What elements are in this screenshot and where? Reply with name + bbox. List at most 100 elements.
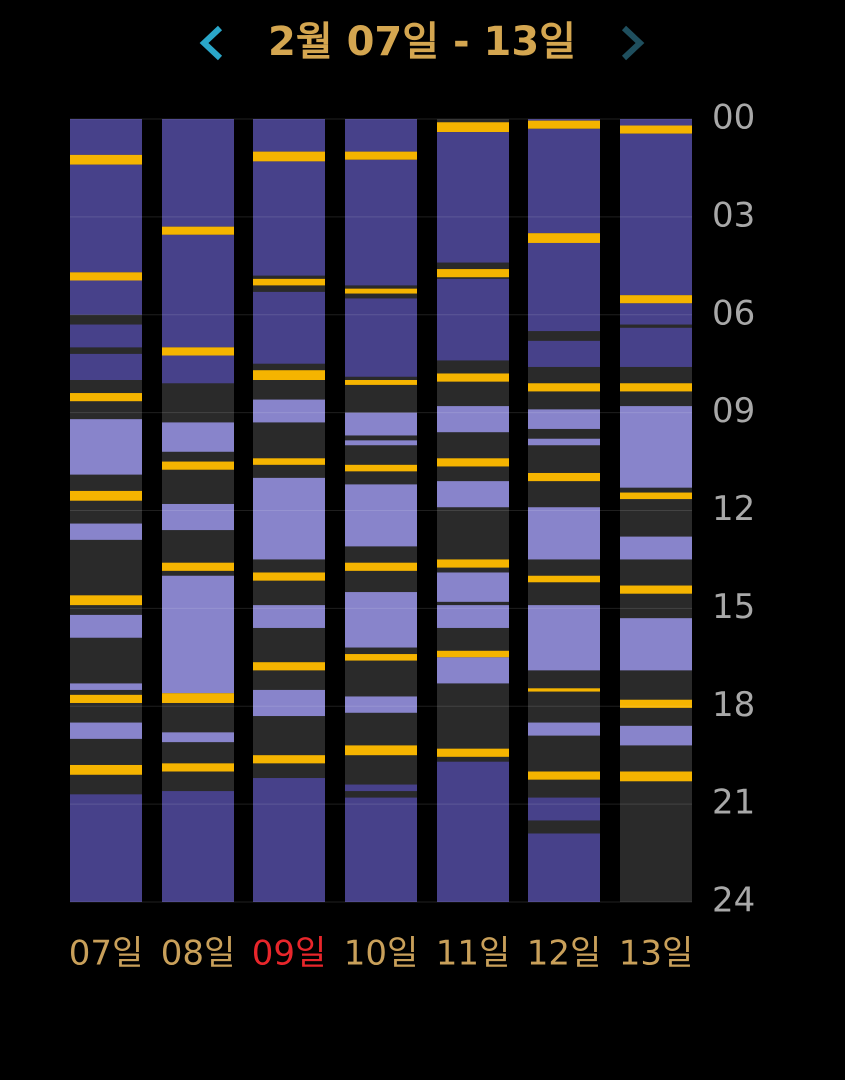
segment — [162, 347, 234, 356]
segment — [620, 303, 692, 325]
segment — [162, 732, 234, 743]
segment — [70, 794, 142, 902]
segment — [528, 242, 600, 332]
segment — [528, 575, 600, 583]
segment — [162, 791, 234, 902]
segment — [528, 688, 600, 692]
segment — [528, 797, 600, 821]
segment — [345, 696, 417, 713]
segment — [437, 458, 509, 467]
segment — [437, 559, 509, 568]
segment — [162, 461, 234, 470]
segment — [528, 605, 600, 671]
y-tick-label: 09 — [712, 391, 755, 431]
segment — [253, 119, 325, 152]
segment — [253, 572, 325, 581]
segment — [620, 327, 692, 367]
segment — [345, 464, 417, 472]
segment — [70, 683, 142, 690]
segment — [253, 399, 325, 423]
segment — [162, 693, 234, 703]
segment — [345, 484, 417, 547]
segment — [345, 288, 417, 294]
x-tick-label: 09일 — [252, 934, 327, 974]
segment — [620, 295, 692, 304]
y-tick-label: 15 — [712, 587, 755, 627]
segment — [345, 412, 417, 436]
segment — [162, 562, 234, 571]
segment — [345, 784, 417, 792]
segment — [620, 771, 692, 782]
y-tick-label: 06 — [712, 293, 755, 333]
next-week-button[interactable] — [621, 25, 645, 61]
segment — [620, 536, 692, 560]
segment — [437, 406, 509, 433]
segment — [528, 120, 600, 129]
segment — [162, 234, 234, 348]
segment — [70, 353, 142, 380]
segment — [437, 761, 509, 902]
segment — [162, 422, 234, 452]
segment — [253, 370, 325, 380]
segment — [70, 694, 142, 703]
x-tick-label: 11일 — [436, 934, 511, 974]
segment — [345, 562, 417, 571]
segment — [70, 272, 142, 281]
segment — [528, 833, 600, 902]
segment — [162, 575, 234, 694]
segment — [70, 419, 142, 475]
segment — [162, 226, 234, 235]
x-tick-label: 12일 — [527, 934, 602, 974]
segment — [620, 585, 692, 594]
segment — [70, 164, 142, 273]
segment — [528, 340, 600, 367]
segment — [253, 291, 325, 364]
segment — [70, 324, 142, 348]
segment — [70, 393, 142, 402]
y-tick-label: 00 — [712, 98, 755, 138]
segment — [70, 614, 142, 638]
segment — [253, 662, 325, 671]
x-tick-label: 10일 — [344, 934, 419, 974]
segment — [70, 764, 142, 775]
segment — [437, 650, 509, 658]
segment — [437, 572, 509, 602]
segment — [253, 161, 325, 276]
segment — [528, 507, 600, 560]
segment — [437, 269, 509, 278]
segment — [620, 699, 692, 708]
segment — [620, 383, 692, 392]
segment — [253, 755, 325, 764]
segment — [253, 151, 325, 162]
segment — [437, 278, 509, 361]
segment — [253, 605, 325, 628]
segment — [528, 409, 600, 429]
segment — [620, 125, 692, 134]
segment — [253, 477, 325, 560]
segment — [437, 132, 509, 263]
y-tick-label: 21 — [712, 783, 755, 823]
segment — [437, 605, 509, 628]
chart-title: 2월 07일 - 13일 — [268, 19, 576, 65]
segment — [345, 380, 417, 385]
segment — [528, 438, 600, 446]
y-tick-label: 12 — [712, 489, 755, 529]
segment — [528, 233, 600, 243]
segment — [70, 280, 142, 315]
segment — [620, 492, 692, 500]
segment — [528, 383, 600, 392]
segment — [437, 748, 509, 757]
segment — [345, 654, 417, 661]
segment — [620, 618, 692, 671]
segment — [620, 119, 692, 126]
segment — [253, 458, 325, 465]
prev-week-button[interactable] — [199, 25, 223, 61]
segment — [620, 725, 692, 746]
segment — [345, 298, 417, 377]
segment — [437, 481, 509, 508]
segment — [162, 763, 234, 772]
segment — [162, 503, 234, 531]
segment — [162, 355, 234, 384]
segment — [528, 722, 600, 736]
